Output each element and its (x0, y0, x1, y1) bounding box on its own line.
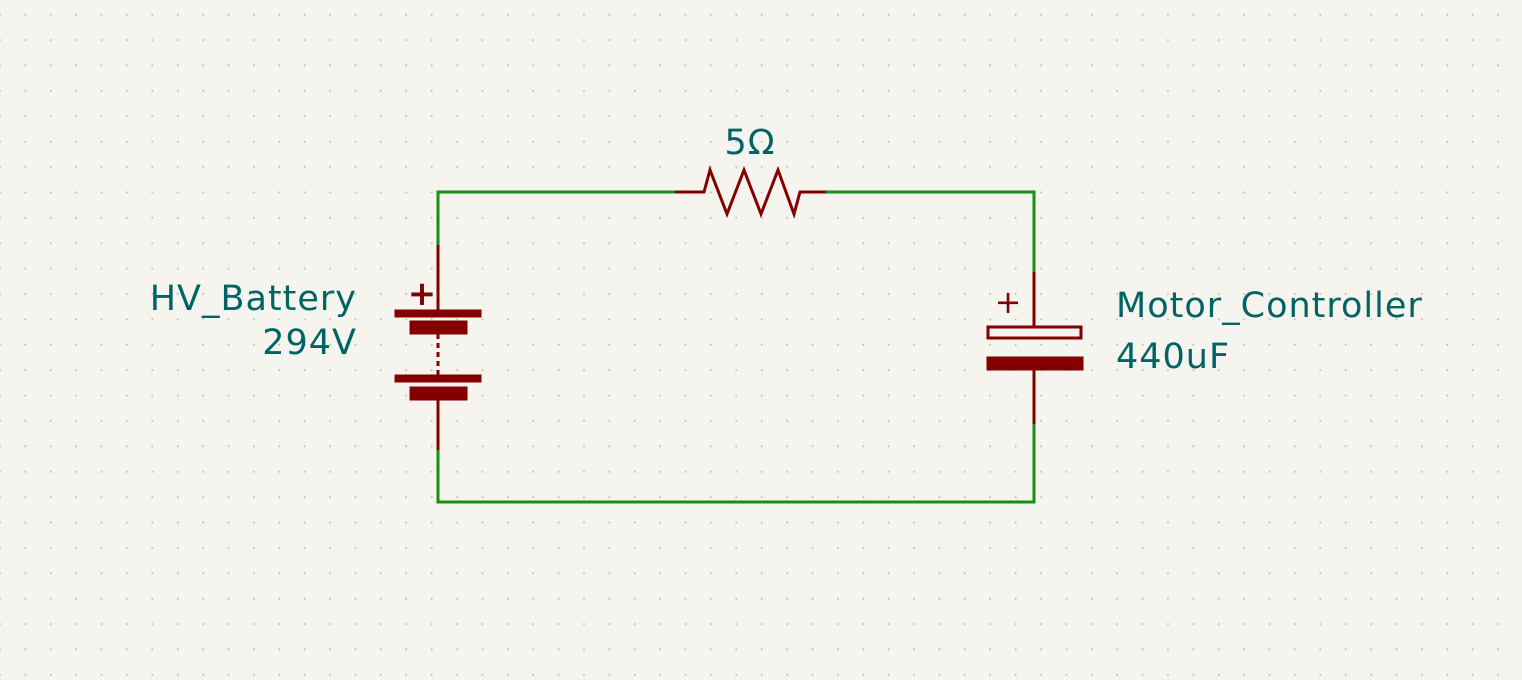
battery-plus-mark: + (408, 274, 437, 314)
battery-cell-1-long-plate (394, 309, 482, 318)
wires (436, 190, 1036, 504)
battery-reference-label: HV_Battery (150, 279, 357, 319)
capacitor-positive-plate (986, 325, 1083, 340)
resistor-zigzag (675, 165, 826, 219)
resistor-symbol[interactable] (675, 165, 826, 219)
battery-value-label: 294V (262, 323, 357, 363)
wire-battery-to-resistor[interactable] (436, 190, 677, 247)
resistor-value-label: 5Ω (724, 123, 775, 163)
battery-cell-2-long-plate (394, 374, 482, 383)
wire-capacitor-to-battery[interactable] (436, 422, 1036, 504)
capacitor-symbol[interactable]: + (986, 272, 1084, 424)
battery-symbol[interactable]: + (394, 245, 482, 450)
capacitor-plus-mark: + (995, 283, 1022, 321)
battery-cell-1-short-plate (409, 320, 468, 335)
capacitor-negative-plate (986, 356, 1084, 371)
capacitor-value-label: 440uF (1116, 337, 1230, 377)
capacitor-reference-label: Motor_Controller (1116, 286, 1423, 326)
battery-cell-2-short-plate (409, 386, 468, 401)
wire-resistor-to-capacitor[interactable] (824, 190, 1036, 274)
